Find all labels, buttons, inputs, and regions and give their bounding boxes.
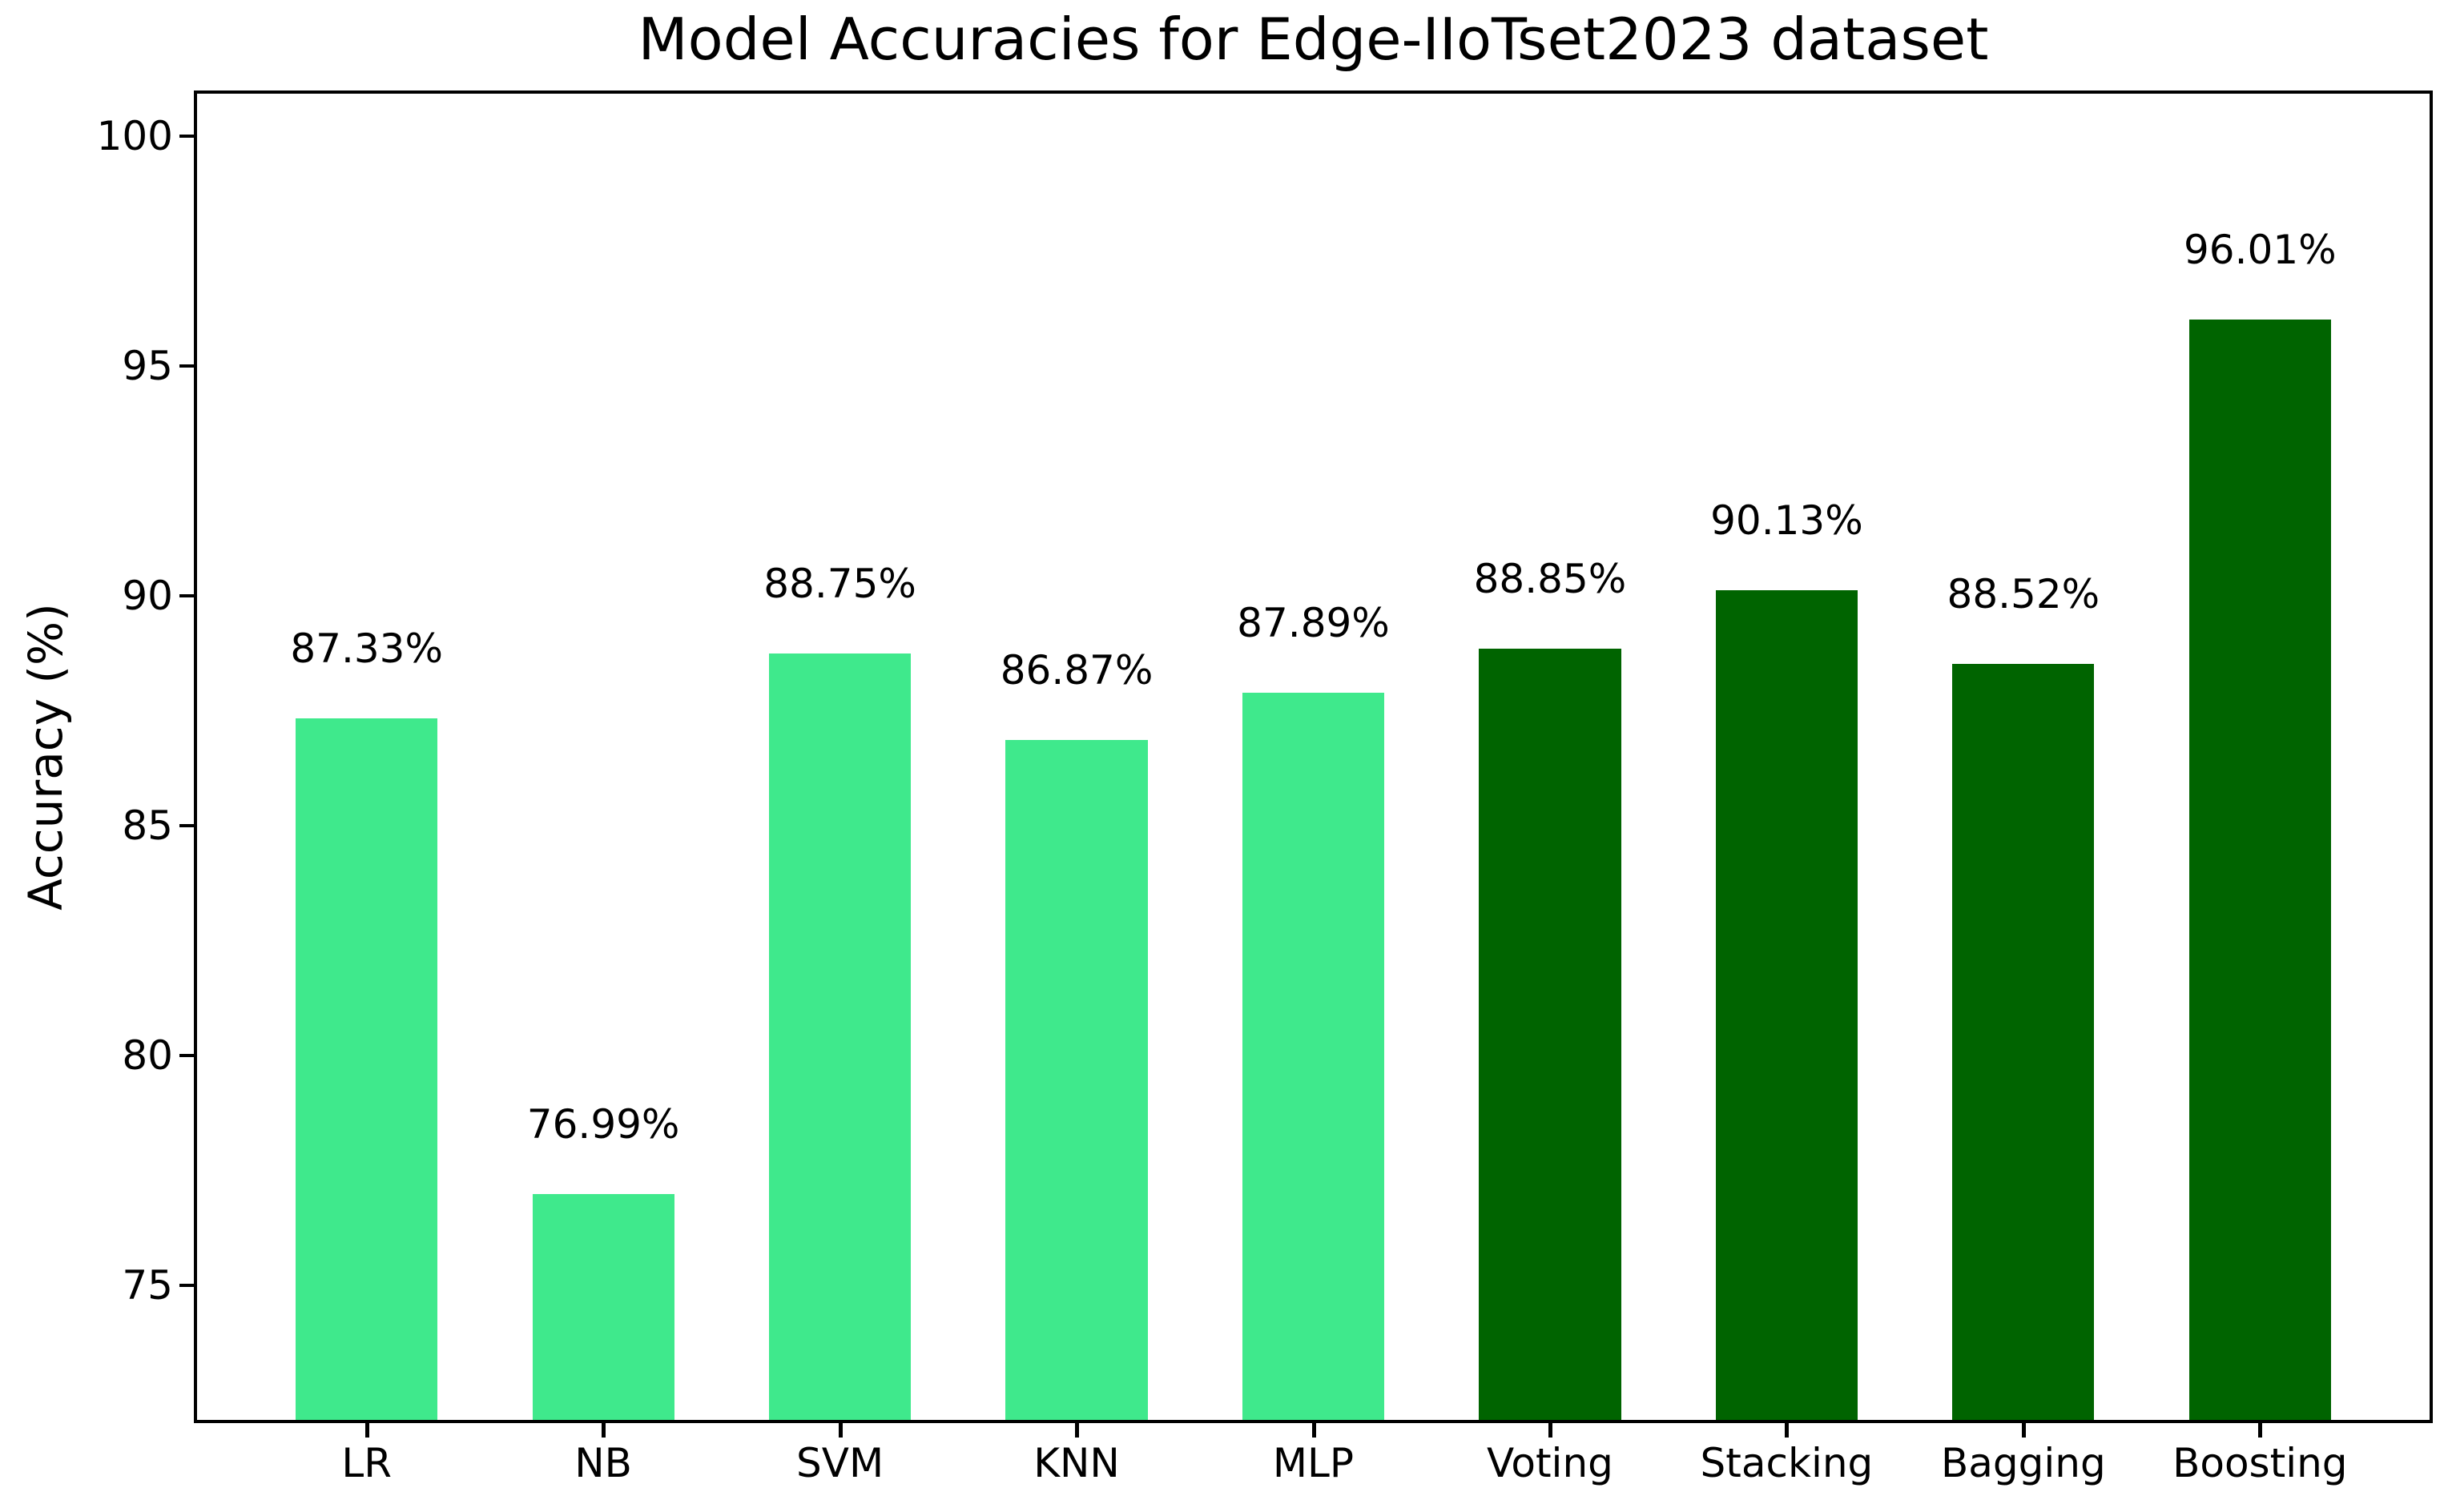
y-tick-mark: [179, 824, 197, 828]
bar-lr: [296, 718, 438, 1420]
x-tick-mark: [1548, 1420, 1552, 1438]
bar-nb: [532, 1193, 674, 1420]
x-tick-mark: [838, 1420, 843, 1438]
x-tick-label: Bagging: [1940, 1440, 2106, 1486]
x-tick-label: NB: [574, 1440, 632, 1486]
bar-stacking: [1715, 589, 1858, 1420]
y-tick-label: 90: [122, 573, 173, 620]
bar-value-label: 86.87%: [1000, 646, 1154, 694]
x-tick-mark: [2258, 1420, 2263, 1438]
chart-title: Model Accuracies for Edge-IIoTset2023 da…: [638, 6, 1989, 73]
bar-value-label: 88.52%: [1947, 571, 2100, 618]
bar-value-label: 76.99%: [526, 1100, 680, 1148]
y-tick-mark: [179, 1283, 197, 1287]
bar-knn: [1005, 739, 1148, 1420]
x-tick-mark: [1075, 1420, 1080, 1438]
y-tick-mark: [179, 594, 197, 598]
bar-bagging: [1952, 664, 2095, 1420]
bar-svm: [768, 653, 912, 1420]
bar-boosting: [2188, 320, 2331, 1420]
bar-value-label: 96.01%: [2183, 227, 2337, 274]
x-tick-mark: [602, 1420, 606, 1438]
y-tick-mark: [179, 135, 197, 139]
x-tick-label: Stacking: [1700, 1440, 1874, 1486]
x-tick-label: SVM: [796, 1440, 884, 1486]
plot-area: 75 80 85 90 95 100 87.33% LR 76.99% NB 88.75% SVM 86…: [97, 90, 2433, 1486]
bar-value-label: 87.89%: [1237, 600, 1390, 647]
bar-value-label: 88.75%: [763, 560, 916, 607]
y-tick-label: 80: [122, 1031, 173, 1079]
bar-value-label: 88.85%: [1473, 556, 1627, 603]
x-tick-label: Voting: [1487, 1440, 1613, 1486]
bar-mlp: [1242, 693, 1385, 1420]
x-tick-label: LR: [341, 1440, 392, 1486]
x-tick-mark: [1311, 1420, 1316, 1438]
x-tick-mark: [2021, 1420, 2026, 1438]
x-tick-label: KNN: [1033, 1440, 1120, 1486]
x-tick-label: Boosting: [2172, 1440, 2348, 1486]
bar-value-label: 90.13%: [1710, 497, 1863, 544]
bar-value-label: 87.33%: [290, 625, 443, 673]
y-tick-mark: [179, 1053, 197, 1057]
y-tick-label: 75: [122, 1261, 173, 1309]
x-tick-mark: [1785, 1420, 1790, 1438]
y-tick-mark: [179, 364, 197, 368]
y-tick-label: 85: [122, 802, 173, 850]
bar-voting: [1479, 649, 1621, 1420]
y-tick-label: 100: [96, 113, 173, 160]
y-tick-label: 95: [122, 343, 173, 390]
x-tick-label: MLP: [1272, 1440, 1355, 1486]
x-tick-mark: [364, 1420, 369, 1438]
